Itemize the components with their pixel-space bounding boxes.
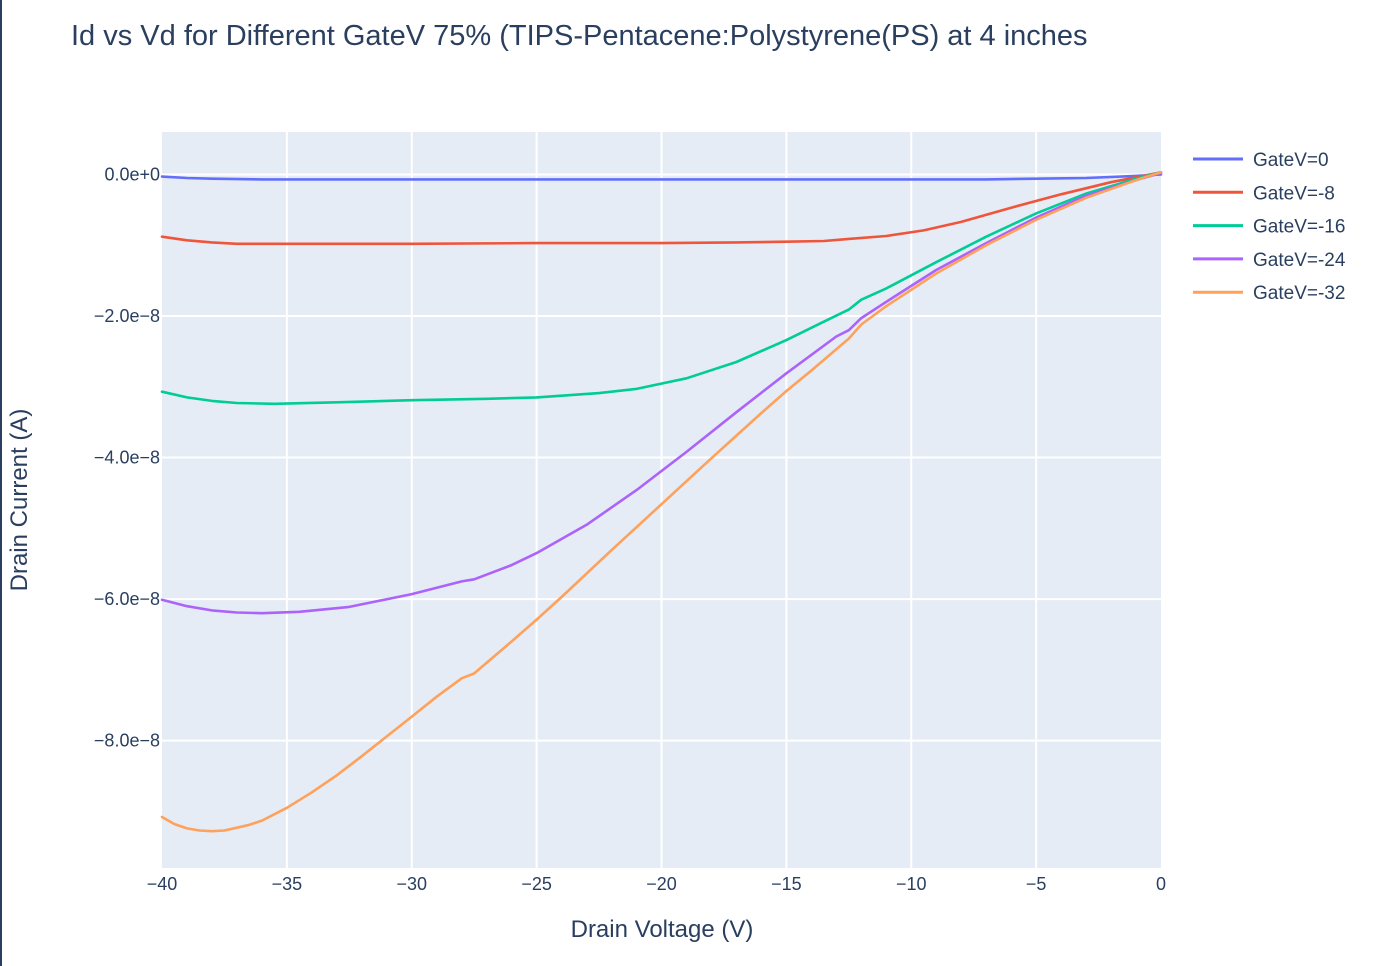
- x-tick-label: −40: [147, 874, 178, 894]
- legend-item[interactable]: GateV=-16: [1193, 217, 1345, 238]
- series-line-gatev-24: [160, 171, 1163, 615]
- legend[interactable]: GateV=0 GateV=-8 GateV=-16 GateV=-24 GateV=-…: [1193, 150, 1346, 304]
- y-tick-label: −2.0e−8: [94, 306, 160, 326]
- legend-item[interactable]: GateV=-32: [1193, 283, 1345, 304]
- series-line-gatev-32: [160, 171, 1163, 833]
- y-gridlines: [162, 173, 1161, 742]
- legend-label: GateV=-16: [1253, 217, 1345, 238]
- x-tick-label: −15: [771, 874, 802, 894]
- legend-label: GateV=0: [1253, 150, 1329, 171]
- y-tick-label: −4.0e−8: [94, 448, 160, 468]
- x-axis-title: Drain Voltage (V): [571, 916, 754, 943]
- x-tick-label: −30: [396, 874, 427, 894]
- chart-title: Id vs Vd for Different GateV 75% (TIPS-P…: [71, 20, 1088, 52]
- x-tick-label: −20: [646, 874, 677, 894]
- x-tick-labels: −40 −35 −30 −25 −20 −15 −10 −5 0: [147, 874, 1166, 894]
- x-tick-label: −25: [521, 874, 552, 894]
- x-tick-label: −35: [272, 874, 303, 894]
- y-tick-label: −6.0e−8: [94, 589, 160, 609]
- y-tick-label: 0.0e+0: [104, 164, 160, 184]
- legend-item[interactable]: GateV=-8: [1193, 183, 1335, 204]
- x-gridlines: [285, 132, 1038, 868]
- legend-item[interactable]: GateV=0: [1193, 150, 1329, 171]
- x-tick-label: −5: [1026, 874, 1047, 894]
- series-line-gatev-16: [160, 171, 1163, 406]
- y-tick-labels: 0.0e+0 −2.0e−8 −4.0e−8 −6.0e−8 −8.0e−8: [94, 164, 160, 750]
- left-border-line: [0, 0, 2, 966]
- legend-label: GateV=-32: [1253, 283, 1345, 304]
- y-axis-title: Drain Current (A): [6, 409, 33, 592]
- x-tick-label: −10: [896, 874, 927, 894]
- series-lines: [160, 171, 1163, 833]
- series-line-gatev-0: [160, 173, 1163, 181]
- series-line-gatev-8: [160, 171, 1163, 246]
- legend-label: GateV=-8: [1253, 183, 1335, 204]
- x-tick-label: 0: [1156, 874, 1166, 894]
- y-tick-label: −8.0e−8: [94, 731, 160, 751]
- legend-label: GateV=-24: [1253, 250, 1346, 271]
- legend-item[interactable]: GateV=-24: [1193, 250, 1346, 271]
